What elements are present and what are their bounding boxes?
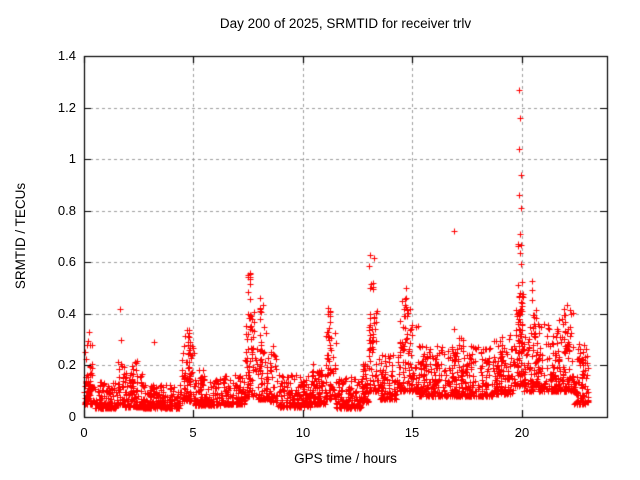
chart-title: Day 200 of 2025, SRMTID for receiver trl… <box>219 16 472 31</box>
x-tick-label: 10 <box>295 425 311 440</box>
x-tick-label: 15 <box>404 425 420 440</box>
y-tick-label: 0 <box>68 409 76 424</box>
y-tick-label: 0.4 <box>57 306 76 321</box>
y-tick-label: 0.6 <box>57 254 76 269</box>
y-tick-label: 1.2 <box>57 100 76 115</box>
y-tick-label: 0.2 <box>57 357 76 372</box>
x-tick-label: 0 <box>80 425 88 440</box>
x-tick-label: 5 <box>189 425 197 440</box>
x-tick-label: 20 <box>514 425 530 440</box>
y-tick-label: 1 <box>68 151 76 166</box>
x-axis-label: GPS time / hours <box>294 451 397 466</box>
y-tick-label: 0.8 <box>57 203 76 218</box>
y-tick-label: 1.4 <box>57 48 76 63</box>
